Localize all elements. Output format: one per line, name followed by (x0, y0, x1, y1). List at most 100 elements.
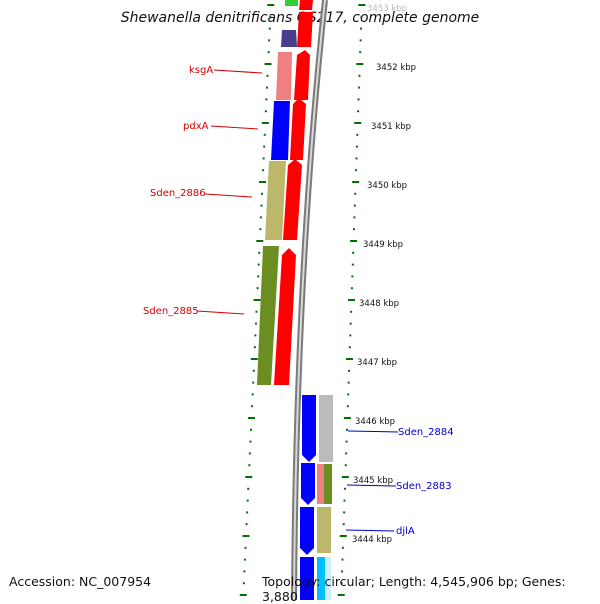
tick-mark (357, 110, 360, 113)
tick-mark (264, 110, 267, 113)
tick-mark (356, 133, 359, 136)
tick-mark (357, 86, 360, 89)
tick-mark (346, 405, 349, 408)
tick-mark (348, 369, 351, 372)
tick-mark (254, 322, 257, 325)
tick-mark (353, 228, 356, 231)
gene-label-sden2886[interactable]: Sden_2886 (150, 188, 206, 199)
tick-mark (255, 310, 258, 313)
tick-mark (347, 381, 350, 384)
tick-mark-major (256, 240, 264, 242)
genome-backbone-inner (293, 0, 326, 600)
tick-mark-major (239, 594, 247, 596)
gene-bottom-blue (300, 557, 314, 600)
tick-mark-major (343, 417, 351, 419)
tick-mark (265, 86, 268, 89)
tick-mark (242, 582, 245, 585)
tick-mark (341, 570, 344, 573)
tick-mark (269, 15, 272, 18)
kbp-label: 3445 kbp (353, 476, 393, 486)
gene-red-arrow-4 (274, 248, 296, 385)
gene-ksgA (276, 52, 292, 100)
tick-mark (257, 275, 260, 278)
tick-mark (360, 27, 363, 30)
kbp-label: 3446 kbp (355, 417, 395, 427)
tick-mark-major (264, 63, 272, 65)
gene-top-indigo (281, 30, 297, 47)
tick-mark (263, 133, 266, 136)
tick-mark (243, 570, 246, 573)
tick-mark-major (250, 358, 258, 360)
tick-mark (355, 157, 358, 160)
tick-mark (266, 74, 269, 77)
tick-mark-major (261, 122, 269, 124)
tick-mark (248, 452, 251, 455)
tick-mark (353, 204, 356, 207)
tick-mark (246, 499, 249, 502)
tick-mark (352, 251, 355, 254)
tick-mark (342, 523, 345, 526)
gene-bottom-skyblue (317, 557, 325, 600)
gene-label-sden2885[interactable]: Sden_2885 (143, 306, 199, 317)
tick-mark (254, 334, 257, 337)
gene-label-sden2884[interactable]: Sden_2884 (398, 427, 454, 438)
tick-mark (262, 157, 265, 160)
tick-mark (357, 98, 360, 101)
kbp-label: 3449 kbp (363, 240, 403, 250)
gene-sden2884-arrow (302, 395, 316, 462)
tick-mark (263, 145, 266, 148)
tick-mark (267, 51, 270, 54)
leader-line-sden2886 (204, 193, 253, 198)
tick-mark (249, 428, 252, 431)
leader-line-pdxA (210, 125, 259, 130)
gene-label-sden2883[interactable]: Sden_2883 (396, 481, 452, 492)
kbp-label: 3448 kbp (359, 299, 399, 309)
gene-olive-box (324, 464, 332, 504)
tick-mark (350, 287, 353, 290)
leader-line-djlA (345, 529, 395, 532)
leader-line-sden2883 (346, 484, 397, 487)
gene-top-red-2 (297, 12, 313, 47)
gene-top-red-1 (299, 0, 313, 10)
tick-mark-major (348, 299, 356, 301)
tick-mark (262, 169, 265, 172)
tick-mark-major (352, 181, 360, 183)
tick-mark (249, 440, 252, 443)
tick-mark (359, 51, 362, 54)
leader-line-sden2884 (347, 430, 399, 433)
tick-mark (345, 428, 348, 431)
tick-track-right (337, 4, 366, 596)
tick-mark-major (341, 476, 349, 478)
accession-label: Accession: NC_007954 (9, 574, 152, 589)
tick-mark (343, 511, 346, 514)
gene-sden2883-arrow (301, 463, 315, 505)
tick-mark (341, 558, 344, 561)
gene-label-pdxA[interactable]: pdxA (183, 121, 209, 132)
tick-mark-major (253, 299, 261, 301)
tick-mark-major (267, 4, 275, 6)
gene-label-ksgA[interactable]: ksgA (189, 65, 213, 76)
kbp-label: 3451 kbp (371, 122, 411, 132)
tick-mark (360, 15, 363, 18)
tick-mark (353, 216, 356, 219)
tick-mark (344, 464, 347, 467)
tick-mark (252, 381, 255, 384)
tick-mark (245, 523, 248, 526)
tick-mark (345, 452, 348, 455)
tick-mark (268, 39, 271, 42)
tick-mark (251, 405, 254, 408)
tick-mark (340, 582, 343, 585)
tick-mark (244, 546, 247, 549)
tick-mark (268, 27, 271, 30)
gene-label-djlA[interactable]: djlA (396, 526, 415, 537)
tick-mark-major (354, 122, 362, 124)
tick-mark (243, 558, 246, 561)
gene-pdxA (271, 101, 290, 160)
kbp-label: 3450 kbp (367, 181, 407, 191)
tick-mark (347, 393, 350, 396)
tick-mark-major (356, 63, 364, 65)
tick-mark (260, 204, 263, 207)
kbp-label: 3447 kbp (357, 358, 397, 368)
